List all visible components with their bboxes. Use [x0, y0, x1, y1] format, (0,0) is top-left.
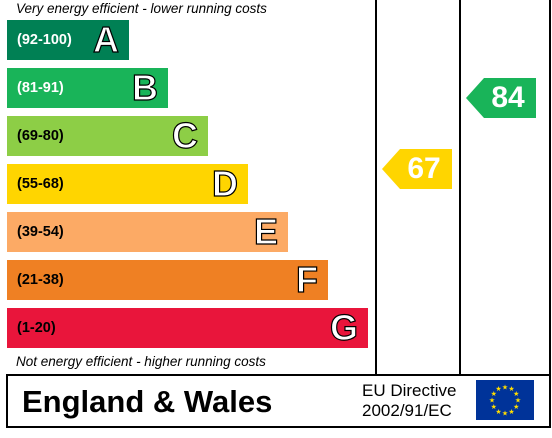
band-b-letter: B [131, 67, 158, 108]
eu-star-icon: ★ [508, 385, 514, 393]
eu-star-icon: ★ [502, 410, 508, 418]
eu-star-icon: ★ [495, 385, 501, 393]
band-g: (1-20) G [7, 308, 368, 348]
eu-star-icon: ★ [502, 384, 508, 392]
footer-top-border [6, 374, 551, 376]
band-d: (55-68) D [7, 164, 248, 204]
band-d-range: (55-68) [17, 176, 64, 192]
band-e-range: (39-54) [17, 224, 64, 240]
band-f-range: (21-38) [17, 272, 64, 288]
eu-star-icon: ★ [491, 390, 497, 398]
band-c-range: (69-80) [17, 128, 64, 144]
top-caption: Very energy efficient - lower running co… [16, 1, 267, 16]
band-a: (92-100) A [7, 20, 129, 60]
eu-star-icon: ★ [513, 390, 519, 398]
eu-directive: EU Directive 2002/91/EC [362, 381, 456, 421]
directive-line-2: 2002/91/EC [362, 401, 452, 420]
column-divider-right [549, 0, 551, 376]
column-divider-current [375, 0, 377, 376]
band-c: (69-80) C [7, 116, 208, 156]
current-rating-arrow: 67 [382, 149, 452, 189]
band-d-letter: D [211, 163, 238, 204]
band-f: (21-38) F [7, 260, 328, 300]
band-e-letter: E [253, 211, 278, 252]
band-c-letter: C [171, 115, 198, 156]
band-a-letter: A [92, 19, 119, 60]
potential-rating-arrow: 84 [466, 78, 536, 118]
directive-line-1: EU Directive [362, 381, 457, 400]
eu-star-icon: ★ [515, 397, 521, 405]
footer-right-border [549, 374, 551, 428]
band-g-range: (1-20) [17, 320, 56, 336]
band-g-letter: G [329, 307, 358, 348]
eu-star-icon: ★ [513, 403, 519, 411]
column-divider-potential [459, 0, 461, 376]
footer-left-border [6, 374, 8, 428]
eu-star-icon: ★ [489, 397, 495, 405]
eu-flag-icon: ★ ★ ★ ★ ★ ★ ★ ★ ★ ★ ★ ★ [476, 380, 534, 420]
eu-star-icon: ★ [495, 408, 501, 416]
band-b-range: (81-91) [17, 80, 64, 96]
eu-star-icon: ★ [508, 408, 514, 416]
band-a-range: (92-100) [17, 32, 72, 48]
footer-bottom-border [6, 426, 551, 428]
region-title: England & Wales [22, 384, 273, 419]
band-e: (39-54) E [7, 212, 288, 252]
bottom-caption: Not energy efficient - higher running co… [16, 354, 266, 369]
band-b: (81-91) B [7, 68, 168, 108]
eu-star-icon: ★ [491, 403, 497, 411]
band-f-letter: F [295, 259, 318, 300]
